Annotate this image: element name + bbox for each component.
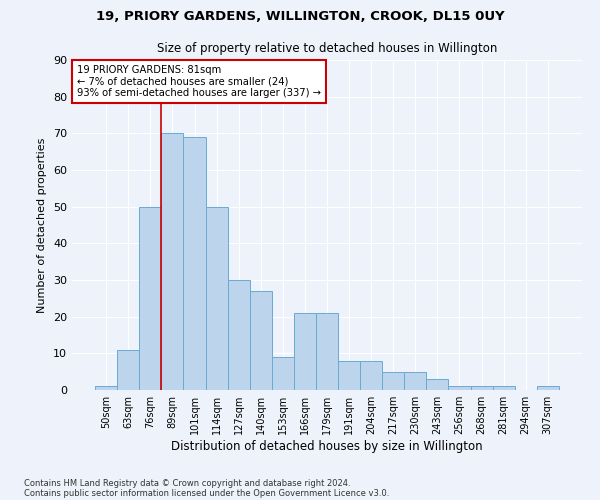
Bar	[250, 291, 272, 390]
Bar	[470, 386, 493, 390]
Bar	[161, 134, 184, 390]
Bar	[206, 206, 227, 390]
Bar	[184, 137, 206, 390]
Bar	[227, 280, 250, 390]
Bar	[448, 386, 470, 390]
Bar	[95, 386, 117, 390]
Bar	[493, 386, 515, 390]
Bar	[338, 360, 360, 390]
Bar	[382, 372, 404, 390]
Bar	[294, 313, 316, 390]
Bar	[117, 350, 139, 390]
Bar	[427, 379, 448, 390]
Bar	[316, 313, 338, 390]
Bar	[272, 357, 294, 390]
Text: Contains HM Land Registry data © Crown copyright and database right 2024.: Contains HM Land Registry data © Crown c…	[24, 478, 350, 488]
Bar	[404, 372, 427, 390]
Text: Contains public sector information licensed under the Open Government Licence v3: Contains public sector information licen…	[24, 488, 389, 498]
Text: 19 PRIORY GARDENS: 81sqm
← 7% of detached houses are smaller (24)
93% of semi-de: 19 PRIORY GARDENS: 81sqm ← 7% of detache…	[77, 65, 321, 98]
X-axis label: Distribution of detached houses by size in Willington: Distribution of detached houses by size …	[171, 440, 483, 453]
Title: Size of property relative to detached houses in Willington: Size of property relative to detached ho…	[157, 42, 497, 54]
Y-axis label: Number of detached properties: Number of detached properties	[37, 138, 47, 312]
Text: 19, PRIORY GARDENS, WILLINGTON, CROOK, DL15 0UY: 19, PRIORY GARDENS, WILLINGTON, CROOK, D…	[95, 10, 505, 23]
Bar	[139, 206, 161, 390]
Bar	[537, 386, 559, 390]
Bar	[360, 360, 382, 390]
